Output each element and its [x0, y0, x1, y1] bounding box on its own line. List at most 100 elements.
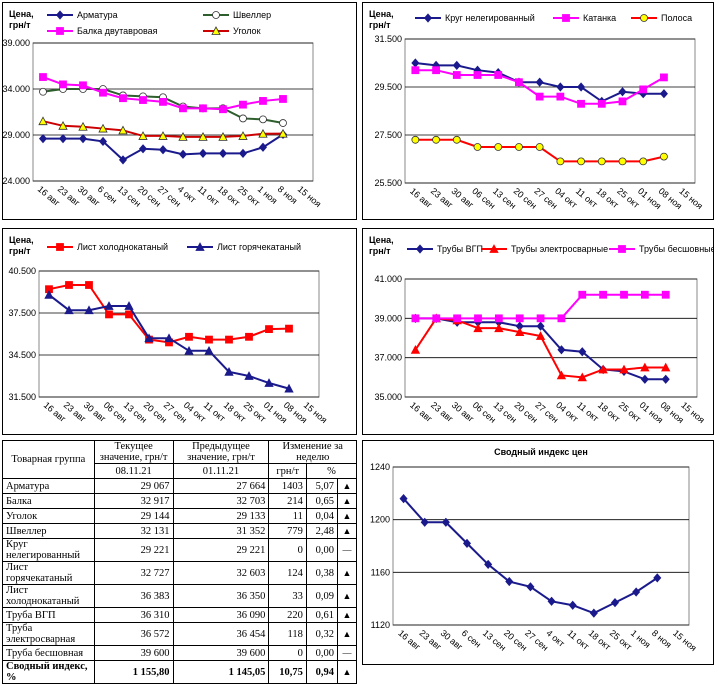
- point: [285, 324, 293, 333]
- point: [556, 92, 565, 101]
- x-tick-label: 18 окт: [587, 628, 613, 652]
- table-cell: Швеллер: [2, 523, 95, 539]
- table-panel: Товарная группа Текущее значение, грн/т …: [2, 440, 358, 684]
- point: [484, 559, 493, 570]
- point: [98, 136, 108, 147]
- x-tick-label: 25 окт: [617, 400, 643, 424]
- plot-area: [404, 38, 696, 184]
- point: [279, 95, 287, 103]
- table-row: Круг нелегированный 29 221 29 221 0 0,00—: [2, 538, 357, 562]
- x-tick-label: 15 ноя: [302, 400, 329, 425]
- table-cell: 11: [268, 508, 307, 524]
- point: [432, 66, 440, 75]
- point: [578, 347, 587, 357]
- table-cell: 0,04: [305, 508, 339, 524]
- point: [239, 114, 247, 123]
- legend-label: Круг нелегированный: [445, 13, 535, 23]
- point: [164, 333, 174, 343]
- point: [597, 157, 606, 166]
- table-cell: 29 133: [172, 508, 270, 524]
- point: [653, 573, 662, 583]
- table-cell: Балка: [2, 493, 95, 509]
- x-tick-label: 11 окт: [565, 628, 591, 652]
- point: [619, 364, 629, 374]
- header-cell: %: [305, 463, 358, 479]
- point: [577, 82, 586, 92]
- table-cell: ▲: [337, 607, 357, 623]
- point: [218, 131, 228, 141]
- table-cell: 29 221: [172, 538, 270, 562]
- point: [535, 77, 544, 87]
- point: [159, 97, 167, 106]
- x-tick-label: 1 ноя: [629, 628, 653, 650]
- point: [158, 145, 168, 155]
- point: [239, 100, 247, 109]
- x-tick-label: 11 окт: [575, 400, 601, 424]
- table-cell: 0: [268, 538, 307, 562]
- y-tick-label: 1240: [370, 462, 390, 472]
- x-tick-label: 6 сен: [460, 628, 483, 650]
- x-tick-label: 18 окт: [595, 186, 621, 210]
- table-cell: 31 352: [172, 523, 270, 539]
- table-cell: Арматура: [2, 478, 95, 494]
- table-row: Труба бесшовная 39 600 39 600 0 0,00—: [2, 645, 357, 661]
- table-cell: 36 090: [172, 607, 270, 623]
- point: [399, 493, 408, 504]
- table-cell: Труба электросварная: [2, 622, 95, 646]
- point: [244, 371, 254, 380]
- point: [515, 314, 524, 323]
- point: [410, 344, 421, 354]
- table-cell: Сводный индекс, %: [2, 660, 95, 684]
- table-cell: ▲: [337, 523, 357, 539]
- table-cell: 118: [268, 622, 307, 646]
- table-cell: 779: [268, 523, 307, 539]
- x-tick-label: 23 авг: [417, 628, 444, 653]
- point: [138, 144, 148, 154]
- legend-label: Швеллер: [233, 10, 271, 20]
- point: [660, 73, 668, 82]
- point: [411, 314, 420, 323]
- plot-area: [32, 42, 314, 182]
- point: [118, 125, 128, 135]
- point: [198, 148, 208, 159]
- table-row: Труба ВГП 36 310 36 090 220 0,61 ▲: [2, 607, 357, 623]
- y-tick-label: 41.000: [374, 274, 402, 284]
- chart-panel: 31.500 34.500 37.500 40.500 16 авг 23 авг 30 а…: [2, 228, 357, 435]
- point: [661, 362, 671, 372]
- point: [125, 310, 133, 319]
- table-cell: 36 572: [93, 622, 174, 646]
- point: [411, 135, 420, 144]
- legend-marker: [211, 26, 221, 35]
- y-tick-label: 1200: [370, 515, 390, 525]
- y-axis-label: Цена, грн/т: [9, 235, 34, 256]
- table-cell: ▲: [337, 508, 357, 524]
- table-cell: 0,94: [305, 660, 339, 684]
- table-cell: 36 383: [93, 584, 174, 608]
- point: [264, 378, 274, 387]
- y-tick-label: 1120: [371, 620, 390, 630]
- chart-panel: 24.000 29.000 34.000 39.000 16 авг 23 авг 30 а…: [2, 2, 357, 220]
- legend-label: Трубы ВГП: [437, 244, 483, 254]
- y-tick-label: 37.500: [8, 308, 36, 318]
- table-cell: Лист холоднокатаный: [2, 584, 95, 608]
- point: [78, 121, 88, 131]
- point: [618, 87, 627, 97]
- point: [632, 587, 641, 597]
- x-tick-label: 04 окт: [554, 400, 580, 424]
- point: [661, 374, 670, 384]
- y-tick-label: 31.500: [374, 34, 402, 44]
- point: [556, 370, 567, 380]
- x-tick-label: 04 окт: [553, 186, 579, 210]
- x-tick-label: 30 авг: [450, 186, 477, 211]
- point: [64, 305, 74, 315]
- point: [640, 374, 649, 384]
- table-row: Арматура 29 067 27 664 1403 5,07 ▲: [2, 478, 357, 494]
- table-cell: Труба бесшовная: [2, 645, 95, 661]
- point: [557, 345, 566, 355]
- table-cell: 0,61: [305, 607, 339, 623]
- point: [185, 332, 193, 341]
- point: [453, 314, 462, 323]
- table-cell: 1 145,05: [172, 660, 270, 684]
